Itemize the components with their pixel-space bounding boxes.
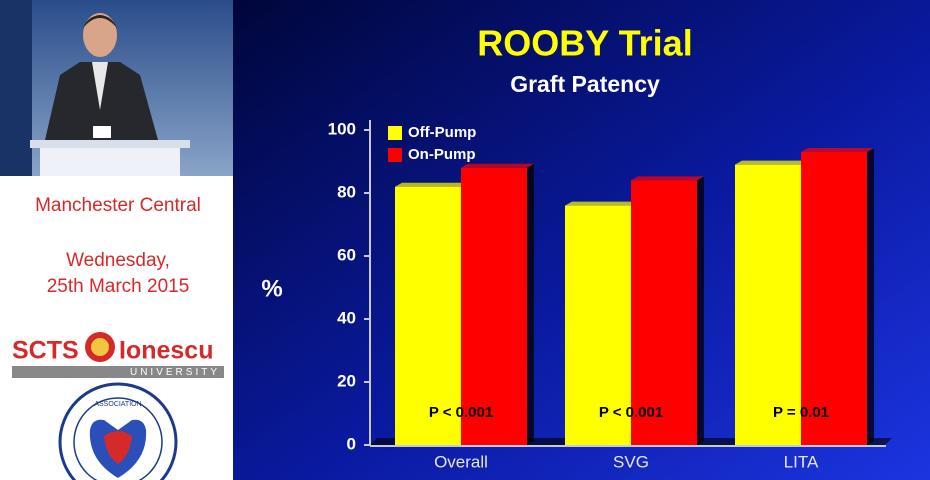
- bar-top: [461, 163, 534, 168]
- bar-side: [527, 163, 534, 446]
- y-tick-label: 80: [337, 182, 356, 201]
- bar-top: [735, 160, 808, 165]
- bar-side: [697, 176, 704, 445]
- logo-emblem-inner: [91, 338, 109, 356]
- y-tick-label: 40: [337, 308, 356, 327]
- stage-panel: [0, 0, 32, 176]
- hair: [83, 15, 117, 28]
- logo-bar: [12, 366, 224, 378]
- bar: [801, 152, 867, 446]
- legend-swatch: [388, 148, 402, 162]
- y-axis-label: %: [261, 275, 282, 302]
- badge: [93, 126, 111, 138]
- badge-text: ASSOCIATION: [94, 401, 141, 408]
- bar: [395, 186, 461, 445]
- logo-text: SCTS: [12, 337, 79, 365]
- annotation: P = 0.01: [773, 404, 829, 421]
- bar-side: [867, 148, 874, 446]
- badge-inner-ring: [73, 397, 163, 480]
- x-tick-label: LITA: [784, 452, 819, 471]
- y-tick-label: 20: [337, 371, 356, 390]
- bar-top: [801, 148, 874, 153]
- badge-heart: [104, 431, 132, 464]
- chart-subtitle: Graft Patency: [510, 71, 660, 97]
- bar-top: [565, 201, 638, 206]
- speaker-head: [83, 13, 117, 57]
- podium-top: [30, 140, 190, 148]
- legend-label: On-Pump: [408, 146, 476, 163]
- chart-title: ROOBY Trial: [477, 23, 692, 64]
- podium: [40, 145, 180, 176]
- scts-logo: SCTS Ionescu UNIVERSITY: [12, 332, 224, 378]
- bar: [735, 164, 801, 445]
- annotation: P < 0.001: [429, 404, 493, 421]
- date-line: 25th March 2015: [47, 276, 190, 297]
- association-badge: ASSOCIATION: [58, 382, 178, 480]
- bar: [461, 167, 527, 446]
- y-tick-label: 60: [337, 245, 356, 264]
- shirt: [92, 62, 108, 110]
- date-line: Wednesday,: [66, 250, 170, 271]
- logo-text: Ionescu: [119, 337, 213, 365]
- bar: [631, 180, 697, 445]
- y-tick-label: 100: [328, 119, 356, 138]
- venue: Manchester Central: [35, 195, 201, 216]
- legend-swatch: [388, 126, 402, 140]
- bar: [565, 205, 631, 445]
- logo-sub: UNIVERSITY: [130, 367, 220, 378]
- y-tick-label: 0: [347, 434, 356, 453]
- x-tick-label: Overall: [434, 452, 488, 471]
- bar-top: [395, 182, 468, 187]
- legend-label: Off-Pump: [408, 124, 476, 141]
- x-tick-label: SVG: [613, 452, 649, 471]
- bar-top: [631, 176, 704, 181]
- annotation: P < 0.001: [599, 404, 663, 421]
- speaker-video: [0, 0, 233, 176]
